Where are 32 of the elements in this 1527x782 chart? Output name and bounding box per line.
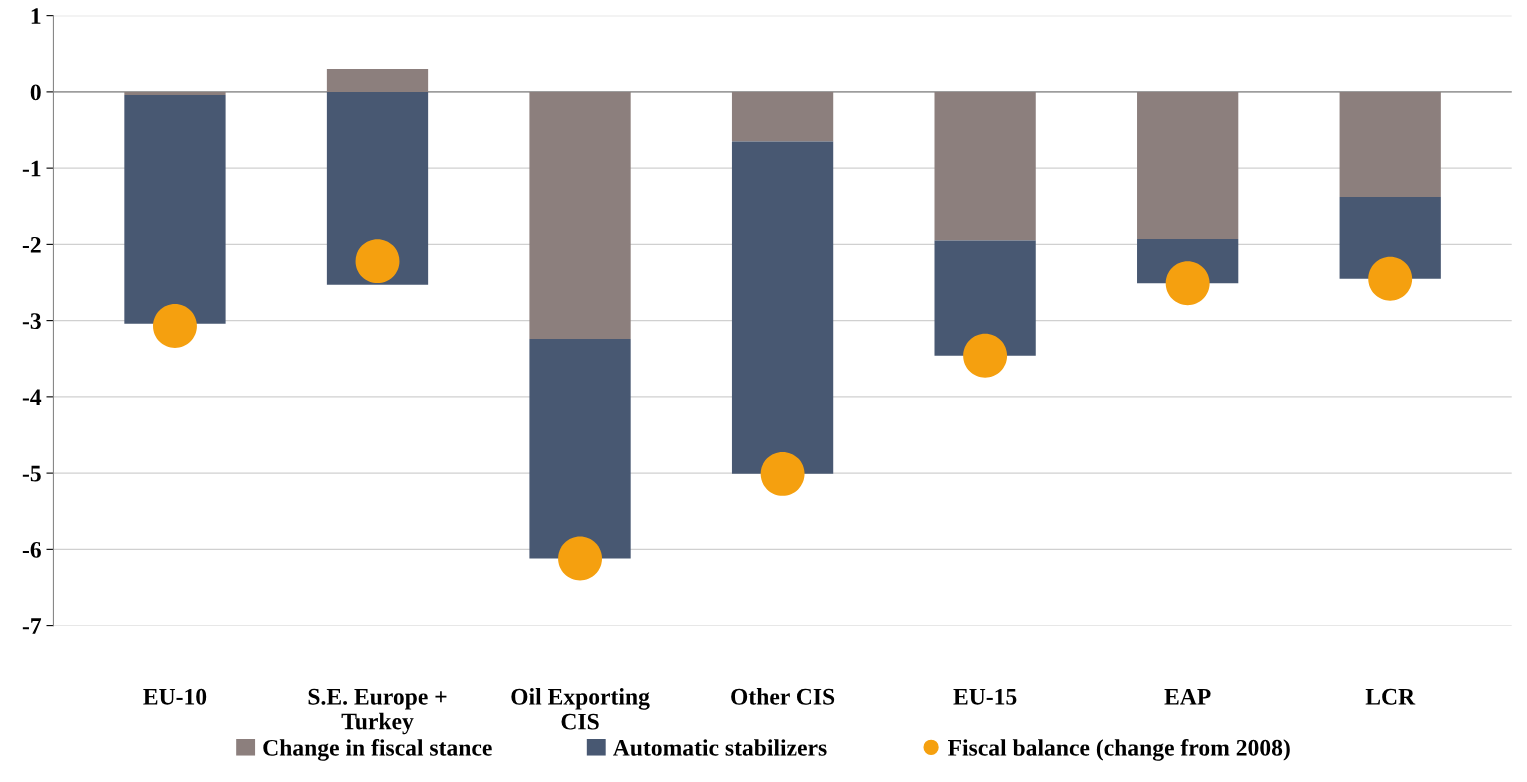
- bar: [326, 91, 429, 285]
- y-tick-label: 1: [31, 8, 41, 24]
- point: [153, 304, 197, 348]
- x-tick-label: EU-10: [143, 688, 207, 705]
- y-tick-label: 0: [30, 84, 41, 101]
- bar: [731, 141, 834, 474]
- legend-label: Fiscal balance (change from 2008): [948, 738, 1290, 761]
- bar: [1339, 197, 1441, 279]
- y-tick-label: -6: [22, 541, 41, 558]
- bar: [124, 94, 226, 324]
- legend-label: Automatic stabilizers: [613, 739, 827, 756]
- bar: [529, 338, 631, 559]
- bar: [934, 240, 1036, 356]
- y-tick-label: -5: [22, 465, 41, 482]
- point: [1165, 261, 1210, 306]
- y-tick-label: -2: [22, 236, 41, 253]
- x-tick-label: S.E. Europe + Turkey: [308, 688, 447, 735]
- x-tick-label: EAP: [1164, 688, 1211, 705]
- y-tick-label: -7: [22, 618, 42, 634]
- x-tick-label: LCR: [1365, 688, 1416, 705]
- point: [963, 333, 1008, 378]
- point: [760, 451, 805, 496]
- x-tick-label: Oil Exporting CIS: [511, 688, 650, 730]
- y-tick-label: -1: [22, 160, 41, 177]
- point: [558, 536, 603, 581]
- y-tick-label: -3: [22, 313, 41, 330]
- x-tick-label: EU-15: [953, 688, 1017, 705]
- legend-label: Change in fiscal stance: [263, 738, 492, 761]
- x-tick-label: Other CIS: [731, 688, 835, 705]
- y-tick-label: -4: [22, 389, 42, 406]
- point: [355, 239, 400, 284]
- point: [1368, 256, 1413, 301]
